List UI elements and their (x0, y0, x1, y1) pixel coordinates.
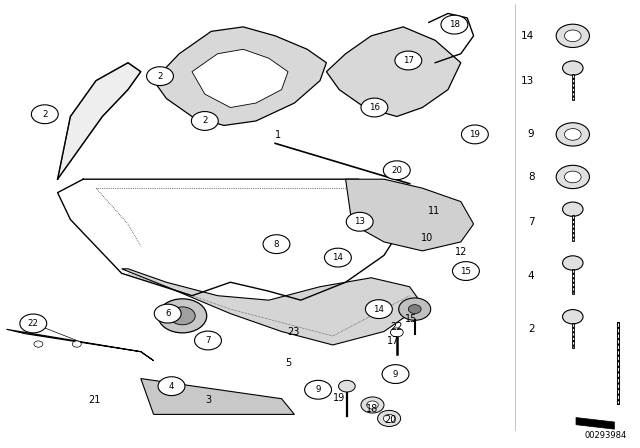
Text: 00293984: 00293984 (585, 431, 627, 440)
Text: 6: 6 (165, 309, 170, 318)
Text: 4: 4 (169, 382, 174, 391)
Polygon shape (346, 179, 474, 251)
Circle shape (563, 256, 583, 270)
Circle shape (564, 129, 581, 140)
Polygon shape (576, 418, 614, 429)
Text: 20: 20 (391, 166, 403, 175)
Text: 2: 2 (528, 324, 534, 334)
Circle shape (147, 67, 173, 86)
Circle shape (441, 15, 468, 34)
Circle shape (556, 24, 589, 47)
Circle shape (324, 248, 351, 267)
Polygon shape (58, 63, 141, 179)
Circle shape (556, 165, 589, 189)
Circle shape (158, 299, 207, 333)
Text: 14: 14 (521, 31, 534, 41)
Circle shape (154, 304, 181, 323)
Text: 20: 20 (384, 415, 397, 425)
Circle shape (461, 125, 488, 144)
Text: 19: 19 (470, 130, 480, 139)
Circle shape (408, 305, 421, 314)
Circle shape (563, 61, 583, 75)
Text: 11: 11 (428, 207, 440, 216)
Text: 9: 9 (528, 129, 534, 139)
Circle shape (367, 401, 378, 409)
Circle shape (383, 414, 395, 422)
Text: 18: 18 (449, 20, 460, 29)
Circle shape (361, 397, 384, 413)
Text: 17: 17 (403, 56, 414, 65)
Circle shape (339, 380, 355, 392)
Text: 2: 2 (202, 116, 207, 125)
Text: 15: 15 (404, 314, 417, 324)
Polygon shape (154, 27, 326, 125)
Circle shape (34, 341, 43, 347)
Text: 4: 4 (528, 271, 534, 280)
Polygon shape (122, 269, 422, 345)
Text: 22: 22 (390, 322, 403, 332)
Circle shape (191, 112, 218, 130)
Text: 13: 13 (521, 76, 534, 86)
Text: 7: 7 (205, 336, 211, 345)
Polygon shape (192, 49, 288, 108)
Text: 15: 15 (460, 267, 472, 276)
Text: 2: 2 (42, 110, 47, 119)
Text: 14: 14 (373, 305, 385, 314)
Text: 13: 13 (354, 217, 365, 226)
Circle shape (346, 212, 373, 231)
Text: 16: 16 (369, 103, 380, 112)
Text: 2: 2 (157, 72, 163, 81)
Circle shape (399, 298, 431, 320)
Text: 21: 21 (88, 395, 101, 405)
Circle shape (378, 410, 401, 426)
Circle shape (382, 365, 409, 383)
Circle shape (390, 328, 403, 337)
Text: 3: 3 (205, 395, 211, 405)
Circle shape (72, 341, 81, 347)
Circle shape (305, 380, 332, 399)
Circle shape (564, 30, 581, 42)
Text: 8: 8 (274, 240, 279, 249)
Text: 10: 10 (421, 233, 434, 243)
Text: 17: 17 (387, 336, 400, 346)
Text: 23: 23 (287, 327, 300, 337)
Circle shape (158, 377, 185, 396)
Circle shape (452, 262, 479, 280)
Text: 9: 9 (393, 370, 398, 379)
Text: 19: 19 (333, 393, 346, 403)
Text: 22: 22 (28, 319, 39, 328)
Circle shape (563, 310, 583, 324)
Text: 12: 12 (454, 247, 467, 257)
Circle shape (556, 123, 589, 146)
Circle shape (170, 307, 195, 325)
Circle shape (31, 105, 58, 124)
Polygon shape (6, 329, 154, 361)
Circle shape (383, 161, 410, 180)
Text: 9: 9 (316, 385, 321, 394)
Circle shape (564, 171, 581, 183)
Text: 14: 14 (332, 253, 344, 262)
Text: 7: 7 (528, 217, 534, 227)
Circle shape (195, 331, 221, 350)
Text: 18: 18 (366, 404, 379, 414)
Polygon shape (326, 27, 461, 116)
Circle shape (263, 235, 290, 254)
Circle shape (365, 300, 392, 319)
Circle shape (395, 51, 422, 70)
Circle shape (20, 314, 47, 333)
Text: 5: 5 (285, 358, 291, 368)
Circle shape (361, 98, 388, 117)
Polygon shape (141, 379, 294, 414)
Text: 8: 8 (528, 172, 534, 182)
Circle shape (563, 202, 583, 216)
Text: 1: 1 (275, 130, 282, 140)
